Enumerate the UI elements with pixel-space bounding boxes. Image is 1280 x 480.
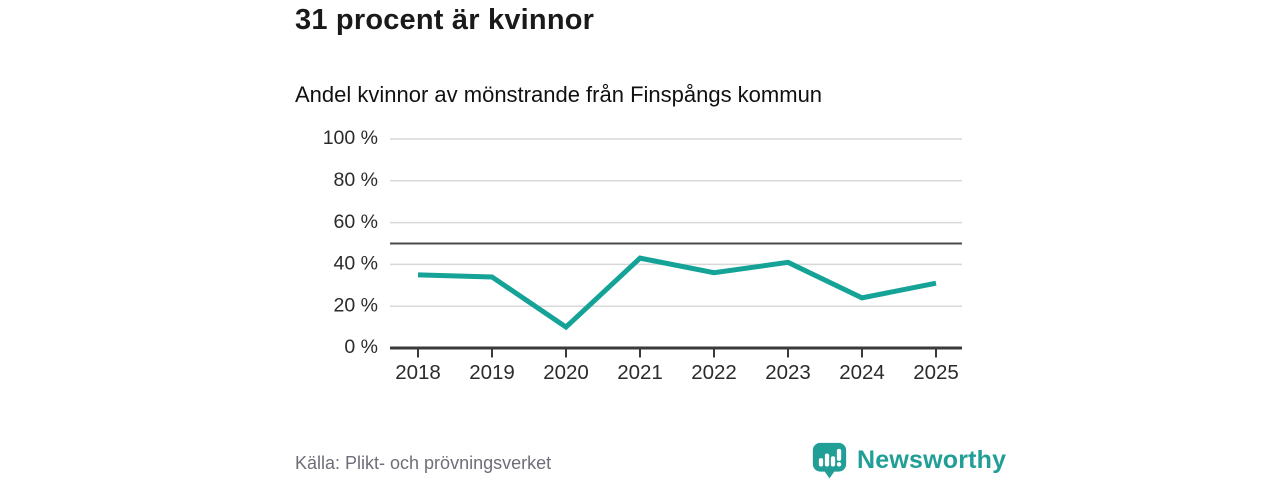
y-tick-label: 40 % (334, 253, 378, 275)
source-note: Källa: Plikt- och prövningsverket (295, 453, 552, 473)
x-tick-label: 2024 (839, 361, 885, 384)
y-tick-label: 80 % (334, 169, 378, 191)
x-tick-label: 2021 (617, 361, 663, 384)
logo-exclamation-dot (836, 462, 842, 467)
logo-bar-2 (824, 453, 830, 467)
x-tick-label: 2018 (395, 361, 441, 384)
logo-bubble (812, 442, 847, 472)
data-line (417, 255, 937, 331)
x-tick-label: 2025 (913, 361, 959, 384)
x-tick-label: 2022 (691, 361, 737, 384)
chart-title: 31 procent är kvinnor (295, 4, 595, 36)
y-tick-label: 60 % (334, 211, 378, 233)
x-tick-label: 2020 (543, 361, 589, 384)
x-tick-label: 2023 (765, 361, 811, 384)
y-tick-label: 0 % (344, 336, 378, 358)
chart-subtitle: Andel kvinnor av mönstrande från Finspån… (295, 82, 823, 107)
logo-bar-3 (830, 456, 836, 467)
newsworthy-logo-text: Newsworthy (857, 445, 1007, 474)
x-tick-label: 2019 (469, 361, 515, 384)
y-tick-label: 100 % (323, 127, 378, 149)
y-tick-label: 20 % (334, 294, 378, 316)
logo-exclamation-bar (836, 448, 842, 461)
logo-bar-1 (818, 458, 824, 467)
newsworthy-logo: Newsworthy (811, 441, 1006, 479)
logo-bubble-tail (823, 469, 836, 479)
newsworthy-logo-icon (812, 442, 847, 479)
line-chart: 0 % 20 % 40 % 60 % 80 % 100 % 2018 2019 2020 2021… (323, 127, 962, 384)
